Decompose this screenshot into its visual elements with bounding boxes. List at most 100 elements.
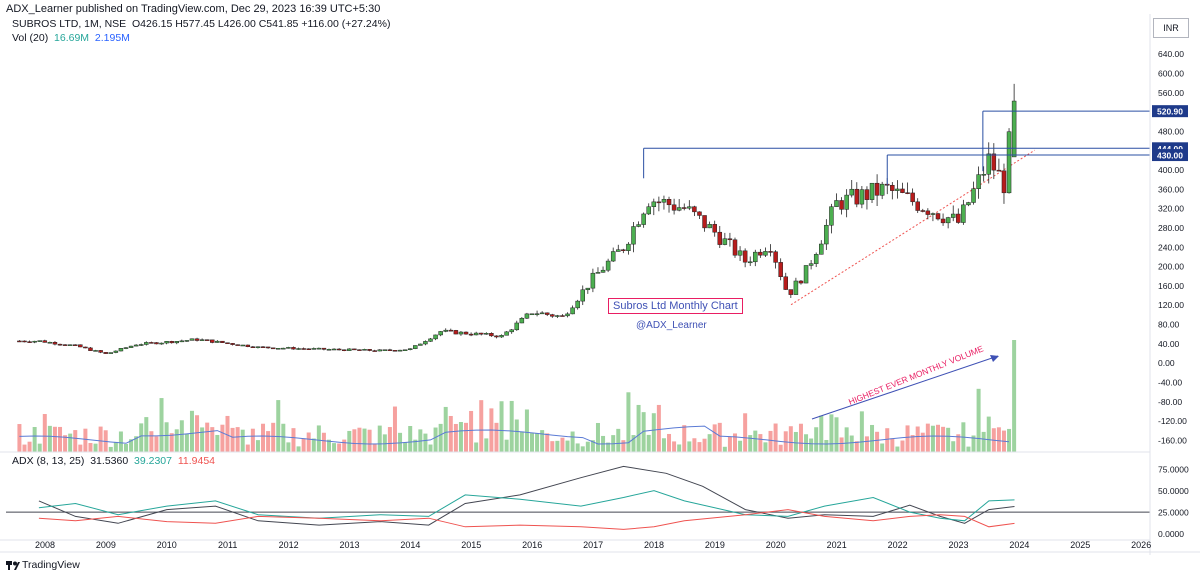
volume-bar <box>286 442 291 452</box>
volume-bar <box>37 443 42 452</box>
chart-title-annotation[interactable]: Subros Ltd Monthly Chart <box>608 298 743 314</box>
volume-bar <box>296 446 301 452</box>
volume-bar <box>540 430 545 452</box>
adx-legend[interactable]: ADX (8, 13, 25) 31.5360 39.2307 11.9454 <box>12 455 215 467</box>
volume-bar <box>352 429 357 452</box>
volume-bar <box>474 442 479 452</box>
candle <box>316 347 322 350</box>
volume-bar <box>291 428 296 452</box>
volume-bar <box>184 433 189 452</box>
volume-bar <box>839 437 844 452</box>
candle <box>925 210 931 215</box>
candle <box>956 213 961 223</box>
adx-label: ADX (8, 13, 25) <box>12 455 85 467</box>
volume-bar <box>565 440 570 452</box>
candle <box>138 344 144 346</box>
candle <box>636 224 641 227</box>
volume-bar <box>220 424 225 452</box>
volume-bar <box>824 439 829 452</box>
handle-annotation[interactable]: @ADX_Learner <box>636 320 707 331</box>
volume-arrow-icon <box>811 355 999 420</box>
volume-bar <box>494 422 499 452</box>
candle <box>179 340 185 343</box>
volume-bar <box>753 430 758 452</box>
volume-bar <box>250 428 255 452</box>
candle <box>509 329 514 333</box>
candle <box>164 341 169 344</box>
volume-bar <box>651 413 656 452</box>
candle <box>692 206 697 213</box>
candle <box>83 346 88 349</box>
volume-bar <box>875 431 880 452</box>
volume-bar <box>235 427 240 452</box>
candle <box>428 338 433 342</box>
volume-legend[interactable]: Vol (20) 16.69M 2.195M <box>12 32 130 44</box>
volume-bar <box>347 430 352 452</box>
y-tick-label: 280.00 <box>1158 223 1184 233</box>
volume-bar <box>560 437 565 452</box>
candle <box>255 346 261 348</box>
volume-bar <box>885 428 890 452</box>
candle <box>819 243 824 255</box>
candle <box>610 251 616 262</box>
x-tick-label: 2022 <box>888 540 908 550</box>
x-tick-label: 2016 <box>522 540 542 550</box>
candle <box>281 347 286 350</box>
volume-bar <box>773 423 778 452</box>
volume-bar <box>154 436 159 452</box>
candle <box>413 345 418 349</box>
volume-bar <box>585 441 590 452</box>
volume-bar <box>301 438 306 452</box>
volume-bar <box>672 441 677 452</box>
candle <box>133 344 139 347</box>
volume-bar <box>93 443 98 452</box>
candle <box>555 315 560 317</box>
candle <box>844 194 849 210</box>
candle <box>215 340 220 343</box>
volume-bar <box>458 422 463 452</box>
volume-bar <box>189 410 194 452</box>
adx-pane <box>6 465 1150 530</box>
candle <box>829 206 834 226</box>
volume-bar <box>966 446 971 452</box>
candle <box>595 272 601 274</box>
symbol-legend[interactable]: SUBROS LTD, 1M, NSE O426.15 H577.45 L426… <box>12 18 390 30</box>
volume-bar <box>509 400 514 452</box>
candle <box>742 250 748 263</box>
volume-value: 16.69M <box>54 32 90 44</box>
volume-bar <box>205 422 210 452</box>
volume-bar <box>504 439 509 452</box>
candle <box>514 322 520 331</box>
candle <box>671 204 677 211</box>
currency-button[interactable]: INR <box>1153 18 1189 38</box>
candle <box>737 250 743 256</box>
y-tick-label: 600.00 <box>1158 68 1184 78</box>
candle <box>930 213 936 215</box>
y-tick-label: 560.00 <box>1158 88 1184 98</box>
volume-bar <box>332 443 337 452</box>
volume-bar <box>88 442 93 452</box>
candle <box>616 249 621 252</box>
candle <box>813 254 819 264</box>
candle <box>144 342 149 345</box>
adx-series-diplus <box>38 490 1015 522</box>
volume-bar <box>326 439 331 452</box>
volume-bar <box>550 441 555 452</box>
volume-bar <box>179 420 184 452</box>
tradingview-brand[interactable]: TradingView <box>22 559 80 571</box>
candle <box>220 340 225 343</box>
candle <box>687 206 692 209</box>
volume-bar <box>702 438 707 452</box>
candle <box>758 251 763 256</box>
volume-bar <box>113 441 118 452</box>
candle <box>524 313 530 319</box>
di-plus-value: 39.2307 <box>134 455 172 467</box>
y-tick-label: 200.00 <box>1158 262 1184 272</box>
adx-series-diminus <box>38 509 1015 530</box>
volume-bar <box>905 425 910 452</box>
candle <box>225 342 230 344</box>
candle <box>57 343 63 346</box>
volume-bar <box>529 433 534 452</box>
volume-bar <box>778 444 783 452</box>
